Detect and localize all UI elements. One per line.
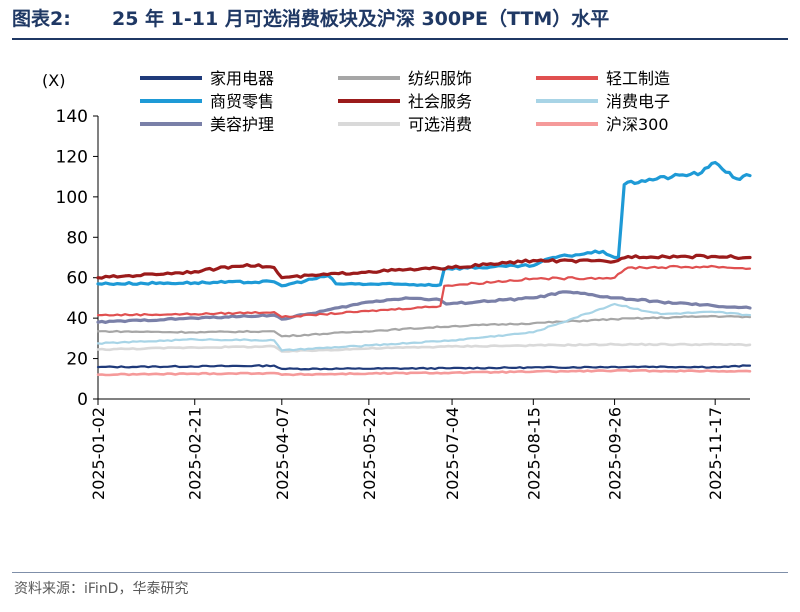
series-line-7 [96, 342, 752, 353]
y-tick-label: 60 [66, 269, 88, 289]
legend-label: 家用电器 [210, 69, 274, 88]
x-tick-label: 2025-09-26 [606, 407, 625, 500]
y-tick-label: 120 [56, 147, 88, 167]
series-line-5 [96, 302, 752, 352]
y-tick-label: 140 [56, 107, 88, 127]
footer-divider [12, 572, 788, 573]
axes: (X) 0 20 40 60 80 100 120 140 2025-01-02 2025-02-2… [42, 71, 750, 500]
y-tick-label: 0 [77, 390, 88, 410]
legend-label: 商贸零售 [210, 92, 274, 111]
y-unit-label: (X) [42, 71, 65, 90]
legend-label: 纺织服饰 [408, 69, 472, 88]
y-tick-label: 80 [66, 228, 88, 248]
legend-label: 社会服务 [408, 92, 472, 111]
series-line-2 [96, 264, 752, 319]
series-line-3 [96, 160, 752, 288]
figure-label: 图表2: [12, 8, 71, 30]
y-tick-label: 20 [66, 350, 88, 370]
source-note: 资料来源：iFinD，华泰研究 [14, 581, 189, 597]
x-tick-label: 2025-07-04 [443, 407, 462, 500]
figure-title-text: 25 年 1-11 月可选消费板块及沪深 300PE（TTM）水平 [112, 8, 610, 30]
series-line-6 [96, 290, 752, 324]
y-tick-label: 100 [56, 188, 88, 208]
legend-label: 消费电子 [606, 92, 670, 111]
series-line-4 [96, 253, 752, 280]
x-tick-label: 2025-01-02 [89, 407, 108, 500]
x-tick-label: 2025-04-07 [273, 407, 292, 500]
x-tick-label: 2025-02-21 [186, 407, 205, 500]
series-line-1 [96, 314, 752, 338]
legend-label: 轻工制造 [606, 69, 670, 88]
y-tick-label: 40 [66, 309, 88, 329]
title-divider [12, 38, 788, 40]
legend-label: 美容护理 [210, 115, 274, 134]
legend-label: 沪深300 [606, 115, 669, 134]
series-line-0 [96, 364, 752, 371]
legend-label: 可选消费 [408, 115, 472, 134]
x-tick-label: 2025-05-22 [360, 407, 379, 500]
x-tick-label: 2025-11-17 [706, 407, 725, 500]
x-tick-label: 2025-08-15 [524, 407, 543, 500]
series-line-8 [96, 368, 752, 377]
series-lines [96, 160, 752, 377]
figure-title: 图表2: 25 年 1-11 月可选消费板块及沪深 300PE（TTM）水平 [0, 4, 800, 34]
